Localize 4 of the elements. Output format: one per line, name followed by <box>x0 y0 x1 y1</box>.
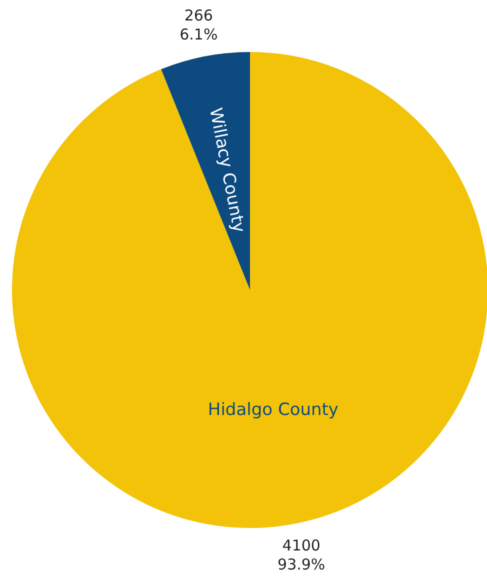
slice-label: Willacy County <box>204 106 249 234</box>
data-label: 4100 93.9% <box>278 536 326 574</box>
data-label: 266 6.1% <box>180 6 218 44</box>
slice-label: Hidalgo County <box>208 400 339 420</box>
